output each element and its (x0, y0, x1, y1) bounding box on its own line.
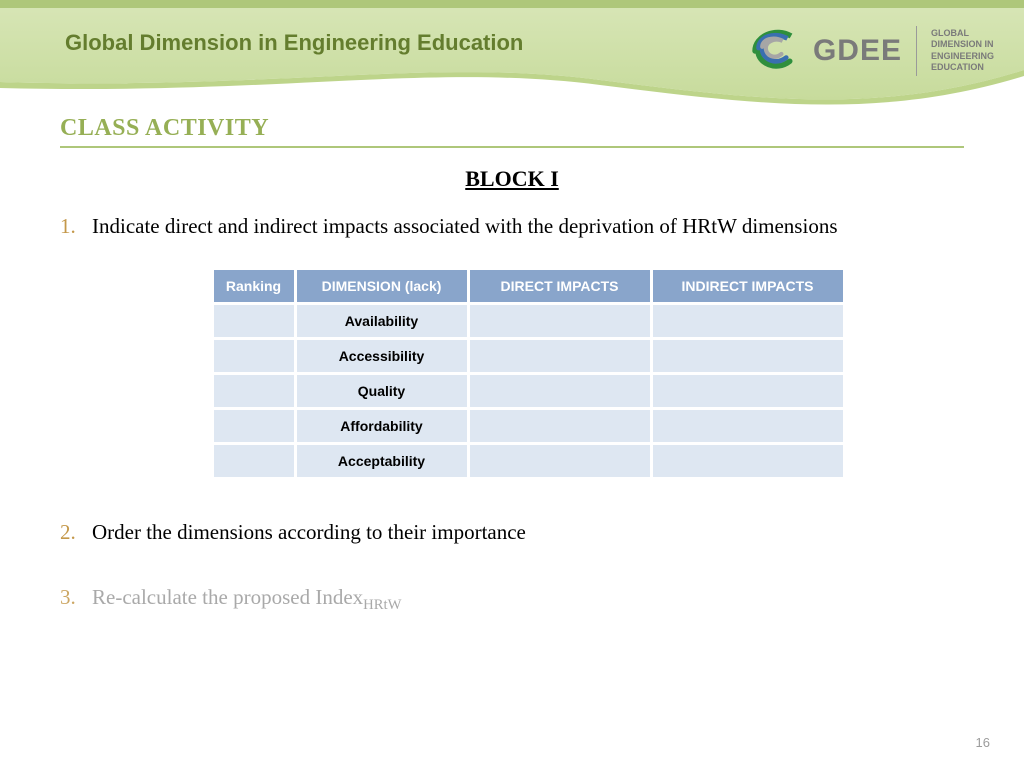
section-heading-rule: CLASS ACTIVITY (60, 115, 964, 148)
table-row: Quality (214, 375, 843, 407)
slide-body: BLOCK I Indicate direct and indirect imp… (0, 148, 1024, 614)
cell-indirect (653, 340, 843, 372)
activity-item-2: Order the dimensions according to their … (60, 520, 964, 545)
section-heading: CLASS ACTIVITY (60, 115, 964, 142)
table-row: Affordability (214, 410, 843, 442)
cell-dimension: Availability (297, 305, 467, 337)
header-title: Global Dimension in Engineering Educatio… (65, 30, 523, 56)
impacts-table: Ranking DIMENSION (lack) DIRECT IMPACTS … (211, 267, 846, 480)
activity-item-3: Re-calculate the proposed IndexHRtW (60, 585, 964, 614)
cell-ranking (214, 340, 294, 372)
cell-ranking (214, 445, 294, 477)
th-ranking: Ranking (214, 270, 294, 302)
th-indirect: INDIRECT IMPACTS (653, 270, 843, 302)
cell-dimension: Affordability (297, 410, 467, 442)
cell-direct (470, 305, 650, 337)
activity-item-1: Indicate direct and indirect impacts ass… (60, 214, 964, 480)
gdee-logo: GDEE GLOBAL DIMENSION IN ENGINEERING EDU… (743, 18, 994, 83)
activity-item-2-text: Order the dimensions according to their … (92, 520, 526, 544)
cell-direct (470, 445, 650, 477)
activity-item-1-text: Indicate direct and indirect impacts ass… (92, 214, 838, 238)
activity-item-3-text: Re-calculate the proposed IndexHRtW (92, 585, 402, 609)
block-title: BLOCK I (60, 166, 964, 192)
page-number: 16 (976, 735, 990, 750)
activity-item-3-subscript: HRtW (363, 597, 401, 613)
logo-text-sub: GLOBAL DIMENSION IN ENGINEERING EDUCATIO… (931, 28, 994, 73)
cell-ranking (214, 375, 294, 407)
cell-indirect (653, 375, 843, 407)
globe-swirl-icon (743, 18, 803, 83)
slide-header: Global Dimension in Engineering Educatio… (0, 0, 1024, 105)
cell-direct (470, 410, 650, 442)
cell-direct (470, 340, 650, 372)
table-row: Availability (214, 305, 843, 337)
cell-ranking (214, 410, 294, 442)
cell-indirect (653, 445, 843, 477)
cell-ranking (214, 305, 294, 337)
activity-item-3-prefix: Re-calculate the proposed Index (92, 585, 363, 609)
logo-divider (916, 26, 917, 76)
cell-dimension: Quality (297, 375, 467, 407)
cell-dimension: Accessibility (297, 340, 467, 372)
cell-dimension: Acceptability (297, 445, 467, 477)
cell-direct (470, 375, 650, 407)
activity-list: Indicate direct and indirect impacts ass… (60, 214, 964, 614)
table-row: Acceptability (214, 445, 843, 477)
table-header-row: Ranking DIMENSION (lack) DIRECT IMPACTS … (214, 270, 843, 302)
logo-text-main: GDEE (813, 36, 902, 66)
th-direct: DIRECT IMPACTS (470, 270, 650, 302)
table-row: Accessibility (214, 340, 843, 372)
impacts-table-wrap: Ranking DIMENSION (lack) DIRECT IMPACTS … (92, 267, 964, 480)
cell-indirect (653, 410, 843, 442)
cell-indirect (653, 305, 843, 337)
th-dimension: DIMENSION (lack) (297, 270, 467, 302)
